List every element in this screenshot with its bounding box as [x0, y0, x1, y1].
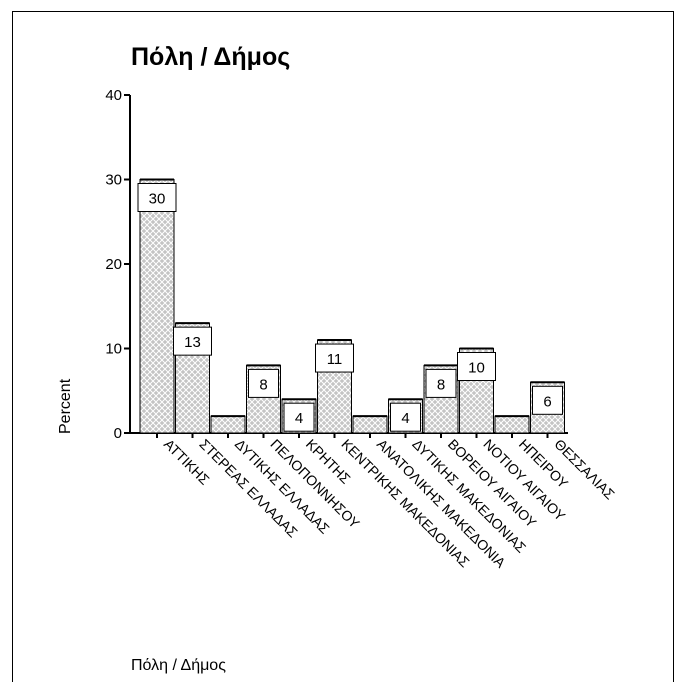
data-labels: 30 13 8 4 11 4 8 10 6	[137, 183, 563, 432]
bars	[139, 178, 565, 434]
data-label: 13	[184, 334, 201, 351]
bar	[494, 415, 530, 434]
data-label: 30	[149, 191, 166, 208]
y-tick-label: 40	[105, 87, 122, 104]
y-axis-title: Percent	[57, 378, 74, 434]
data-label: 11	[327, 351, 343, 368]
data-label-box	[532, 385, 563, 415]
data-label: 8	[437, 376, 445, 393]
bar	[210, 415, 246, 434]
data-label-box	[390, 402, 421, 432]
data-label-box	[283, 402, 315, 432]
y-tick-label: 30	[105, 172, 122, 189]
data-label-box	[457, 352, 496, 381]
data-label: 4	[401, 410, 409, 427]
data-label: 4	[295, 410, 303, 427]
x-axis-title: Πόλη / Δήμος	[131, 657, 226, 674]
bar	[139, 179, 175, 434]
data-label-box	[425, 368, 457, 398]
y-tick-label: 20	[105, 256, 122, 273]
data-label-box	[137, 183, 177, 212]
chart-title: Πόλη / Δήμος	[131, 43, 290, 71]
data-label-box	[173, 326, 212, 356]
data-label: 10	[468, 360, 485, 377]
y-tick-label: 0	[114, 425, 122, 442]
y-tick-label: 10	[105, 341, 122, 358]
data-label: 8	[259, 376, 267, 393]
data-label-box	[248, 368, 279, 398]
data-label-box	[315, 343, 354, 373]
bar	[352, 415, 388, 434]
data-label: 6	[543, 393, 551, 410]
